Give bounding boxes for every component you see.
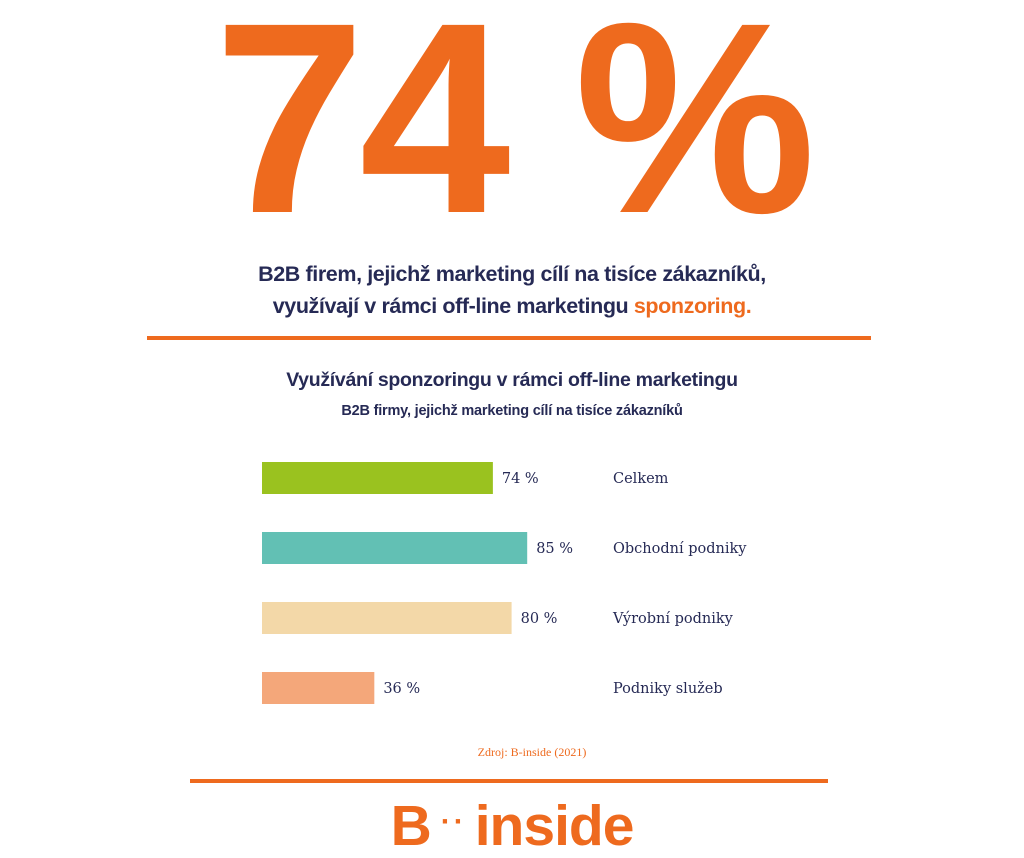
logo-word-inside: inside (474, 794, 635, 858)
bar-1 (262, 462, 493, 494)
headline-line-1: B2B firem, jejichž marketing cílí na tis… (258, 262, 766, 286)
bar-chart: 74 % Celkem 85 % Obchodní podniky 80 % Výrobn… (262, 462, 747, 704)
bar-category-label-1: Celkem (613, 471, 669, 487)
chart-title: Využívání sponzoringu v rámci off-line m… (286, 369, 738, 391)
big-stat-percent: 74 % (214, 0, 816, 270)
bar-3 (262, 602, 512, 634)
bar-category-label-4: Podniky služeb (613, 681, 723, 697)
chart-subtitle: B2B firmy, jejichž marketing cílí na tis… (341, 403, 683, 419)
logo-dots: ·· (440, 805, 467, 838)
bar-value-label-1: 74 % (502, 471, 539, 487)
logo-letter-b: B (390, 794, 432, 858)
bar-category-label-2: Obchodní podniky (613, 541, 747, 557)
b-inside-logo: B ·· inside (0, 790, 1024, 858)
divider-top (147, 336, 871, 340)
headline-accent: sponzoring. (633, 294, 752, 318)
headline: B2B firem, jejichž marketing cílí na tis… (0, 258, 1024, 322)
bar-value-label-2: 85 % (536, 541, 573, 557)
source-note: Zdroj: B-inside (2021) (477, 745, 587, 759)
divider-bottom (190, 779, 828, 783)
bar-2 (262, 532, 528, 564)
bar-category-label-3: Výrobní podniky (612, 610, 734, 627)
headline-line-2-text: využívají v rámci off-line marketingu (272, 294, 634, 318)
bar-value-label-3: 80 % (521, 611, 558, 627)
bar-value-label-4: 36 % (383, 681, 420, 697)
headline-line-2: využívají v rámci off-line marketingu sp… (0, 290, 1024, 322)
bar-4 (262, 672, 375, 704)
